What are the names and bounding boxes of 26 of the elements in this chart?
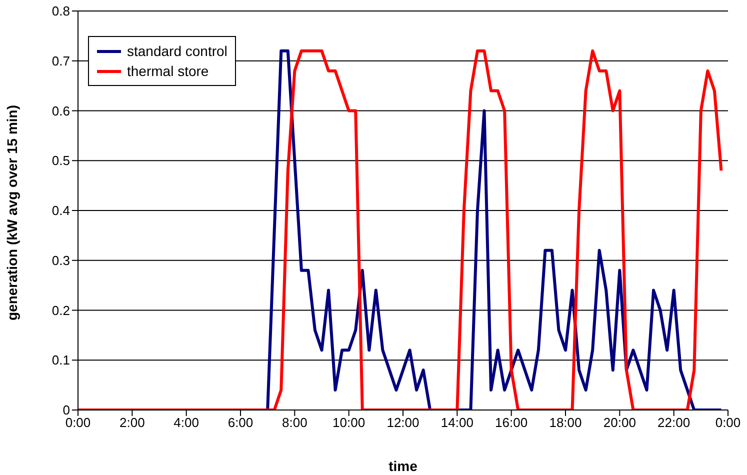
y-tick-label: 0 [62,402,70,418]
x-tick-label: 2:00 [120,415,145,430]
x-tick-label: 18:00 [549,415,582,430]
y-tick-label: 0.7 [52,53,70,68]
x-tick-label: 20:00 [603,415,636,430]
x-tick-label: 12:00 [386,415,420,430]
y-tick-label: 0.4 [52,203,70,218]
x-tick-label: 6:00 [228,415,254,430]
y-tick-label: 0.8 [52,4,70,19]
legend-label: standard control [127,42,228,61]
y-tick-label: 0.6 [52,103,70,118]
y-axis-title: generation (kW avg over 15 min) [4,105,20,320]
x-tick-label: 4:00 [174,415,199,430]
legend-label: thermal store [127,62,209,81]
y-tick-label: 0.2 [52,302,70,318]
x-tick-label: 8:00 [282,415,308,430]
x-axis-title: time [388,458,418,474]
x-tick-label: 0:00 [715,415,741,430]
y-tick-label: 0.1 [52,352,70,368]
x-tick-label: 0:00 [65,415,91,430]
x-tick-label: 16:00 [495,415,528,430]
x-tick-label: 22:00 [658,415,690,430]
y-tick-label: 0.5 [52,153,70,168]
y-tick-label: 0.3 [52,252,70,268]
x-tick-label: 14:00 [440,415,474,430]
x-tick-label: 10:00 [332,415,366,430]
